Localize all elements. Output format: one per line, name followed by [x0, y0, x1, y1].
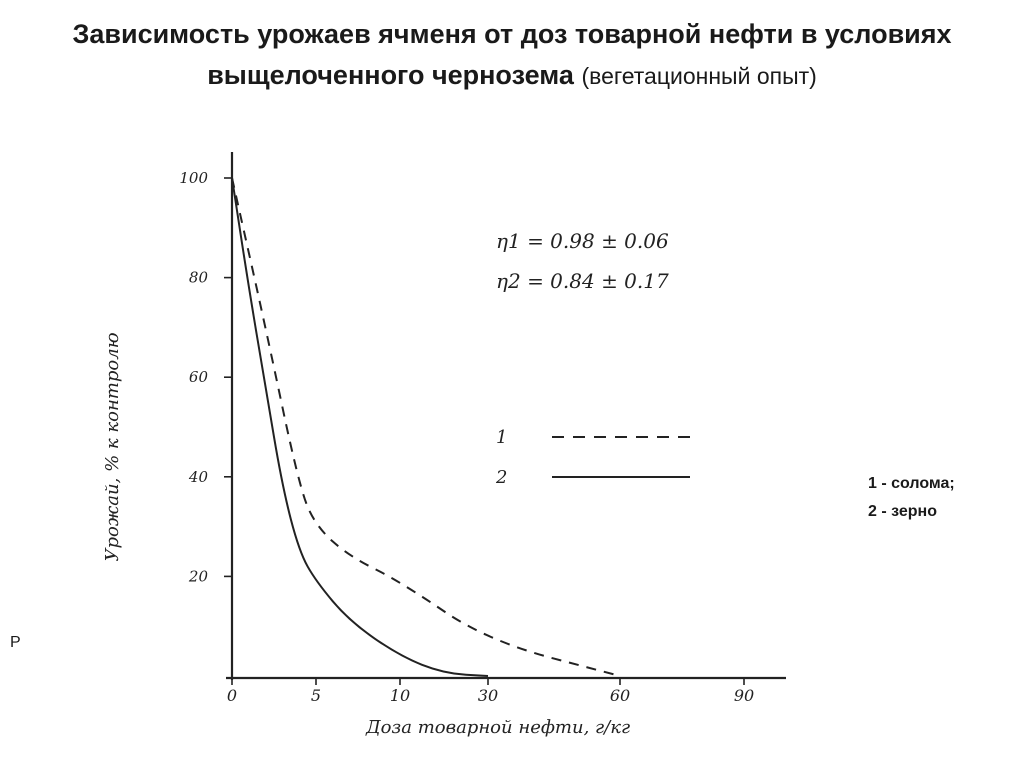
x-tick-label: 0: [227, 686, 237, 705]
y-tick-label: 20: [188, 567, 209, 585]
annotation-text: η2 = 0.84 ± 0.17: [496, 269, 669, 293]
title-subtitle: (вегетационный опыт): [581, 63, 817, 89]
legend-note: 1 - солома; 2 - зерно: [868, 470, 955, 526]
chart-ticks: 20 40 60 80 100 0 5 10 30 60 90: [179, 169, 754, 705]
series-line-1: [231, 177, 621, 677]
legend-label-2: 2: [495, 467, 507, 488]
legend-label-1: 1: [496, 427, 507, 448]
stray-letter: Р: [10, 634, 21, 651]
x-tick-label: 30: [478, 686, 498, 705]
chart-legend: 12: [495, 427, 690, 488]
x-tick-label: 60: [610, 686, 630, 705]
y-tick-label: 100: [179, 169, 208, 187]
chart-annotations: η1 = 0.98 ± 0.06 η2 = 0.84 ± 0.17: [496, 229, 669, 293]
x-axis-label: Доза товарной нефти, г/кг: [365, 717, 630, 738]
x-tick-label: 10: [390, 686, 410, 705]
series-line-2: [231, 177, 489, 677]
chart-axes: [226, 152, 786, 680]
y-axis-label: Урожай, % к контролю: [102, 332, 123, 561]
y-tick-label: 40: [188, 468, 209, 486]
annotation-text: η1 = 0.98 ± 0.06: [496, 229, 669, 253]
legend-note-line-2: 2 - зерно: [868, 503, 937, 520]
y-tick-label: 80: [189, 269, 209, 287]
x-tick-label: 90: [734, 686, 754, 705]
y-tick-label: 60: [189, 368, 209, 386]
legend-note-line-1: 1 - солома;: [868, 475, 955, 492]
title-main: Зависимость урожаев ячменя от доз товарн…: [72, 19, 952, 90]
x-tick-label: 5: [311, 686, 321, 705]
slide-title: Зависимость урожаев ячменя от доз товарн…: [0, 14, 1024, 97]
chart-series: [231, 177, 621, 677]
